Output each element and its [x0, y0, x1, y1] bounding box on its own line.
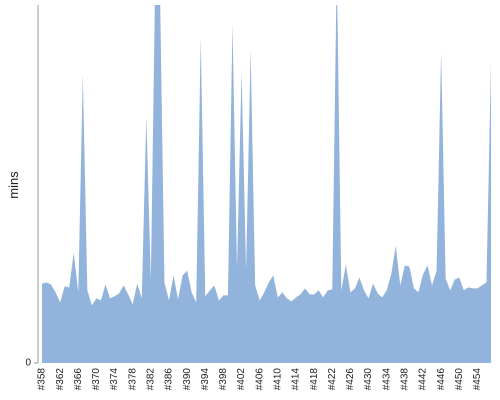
x-tick-label: #418	[309, 368, 320, 391]
x-tick-label: #426	[345, 368, 356, 391]
x-tick-label: #398	[218, 368, 229, 391]
x-tick-label: #414	[291, 368, 302, 391]
x-tick-label: #442	[418, 368, 429, 391]
x-tick-label: #410	[272, 368, 283, 391]
x-tick-label: #390	[182, 368, 193, 391]
x-tick-label: #386	[164, 368, 175, 391]
x-tick-label: #402	[236, 368, 247, 391]
x-tick-label: #446	[436, 368, 447, 391]
x-tick-label: #358	[37, 368, 48, 391]
x-tick-label: #370	[91, 368, 102, 391]
x-tick-label: #450	[454, 368, 465, 391]
x-tick-label: #382	[145, 368, 156, 391]
x-tick-label: #422	[327, 368, 338, 391]
area	[42, 5, 491, 363]
y-axis-title: mins	[6, 171, 21, 199]
x-tick-label: #378	[127, 368, 138, 391]
y-tick-label: 0	[25, 358, 31, 369]
x-tick-label: #406	[254, 368, 265, 391]
x-tick-label: #454	[472, 368, 483, 391]
x-tick-label: #362	[55, 368, 66, 391]
x-tick-label: #434	[381, 368, 392, 391]
x-tick-label: #430	[363, 368, 374, 391]
x-tick-label: #374	[109, 368, 120, 391]
x-tick-label: #394	[200, 368, 211, 391]
x-tick-label: #438	[399, 368, 410, 391]
x-tick-label: #366	[73, 368, 84, 391]
